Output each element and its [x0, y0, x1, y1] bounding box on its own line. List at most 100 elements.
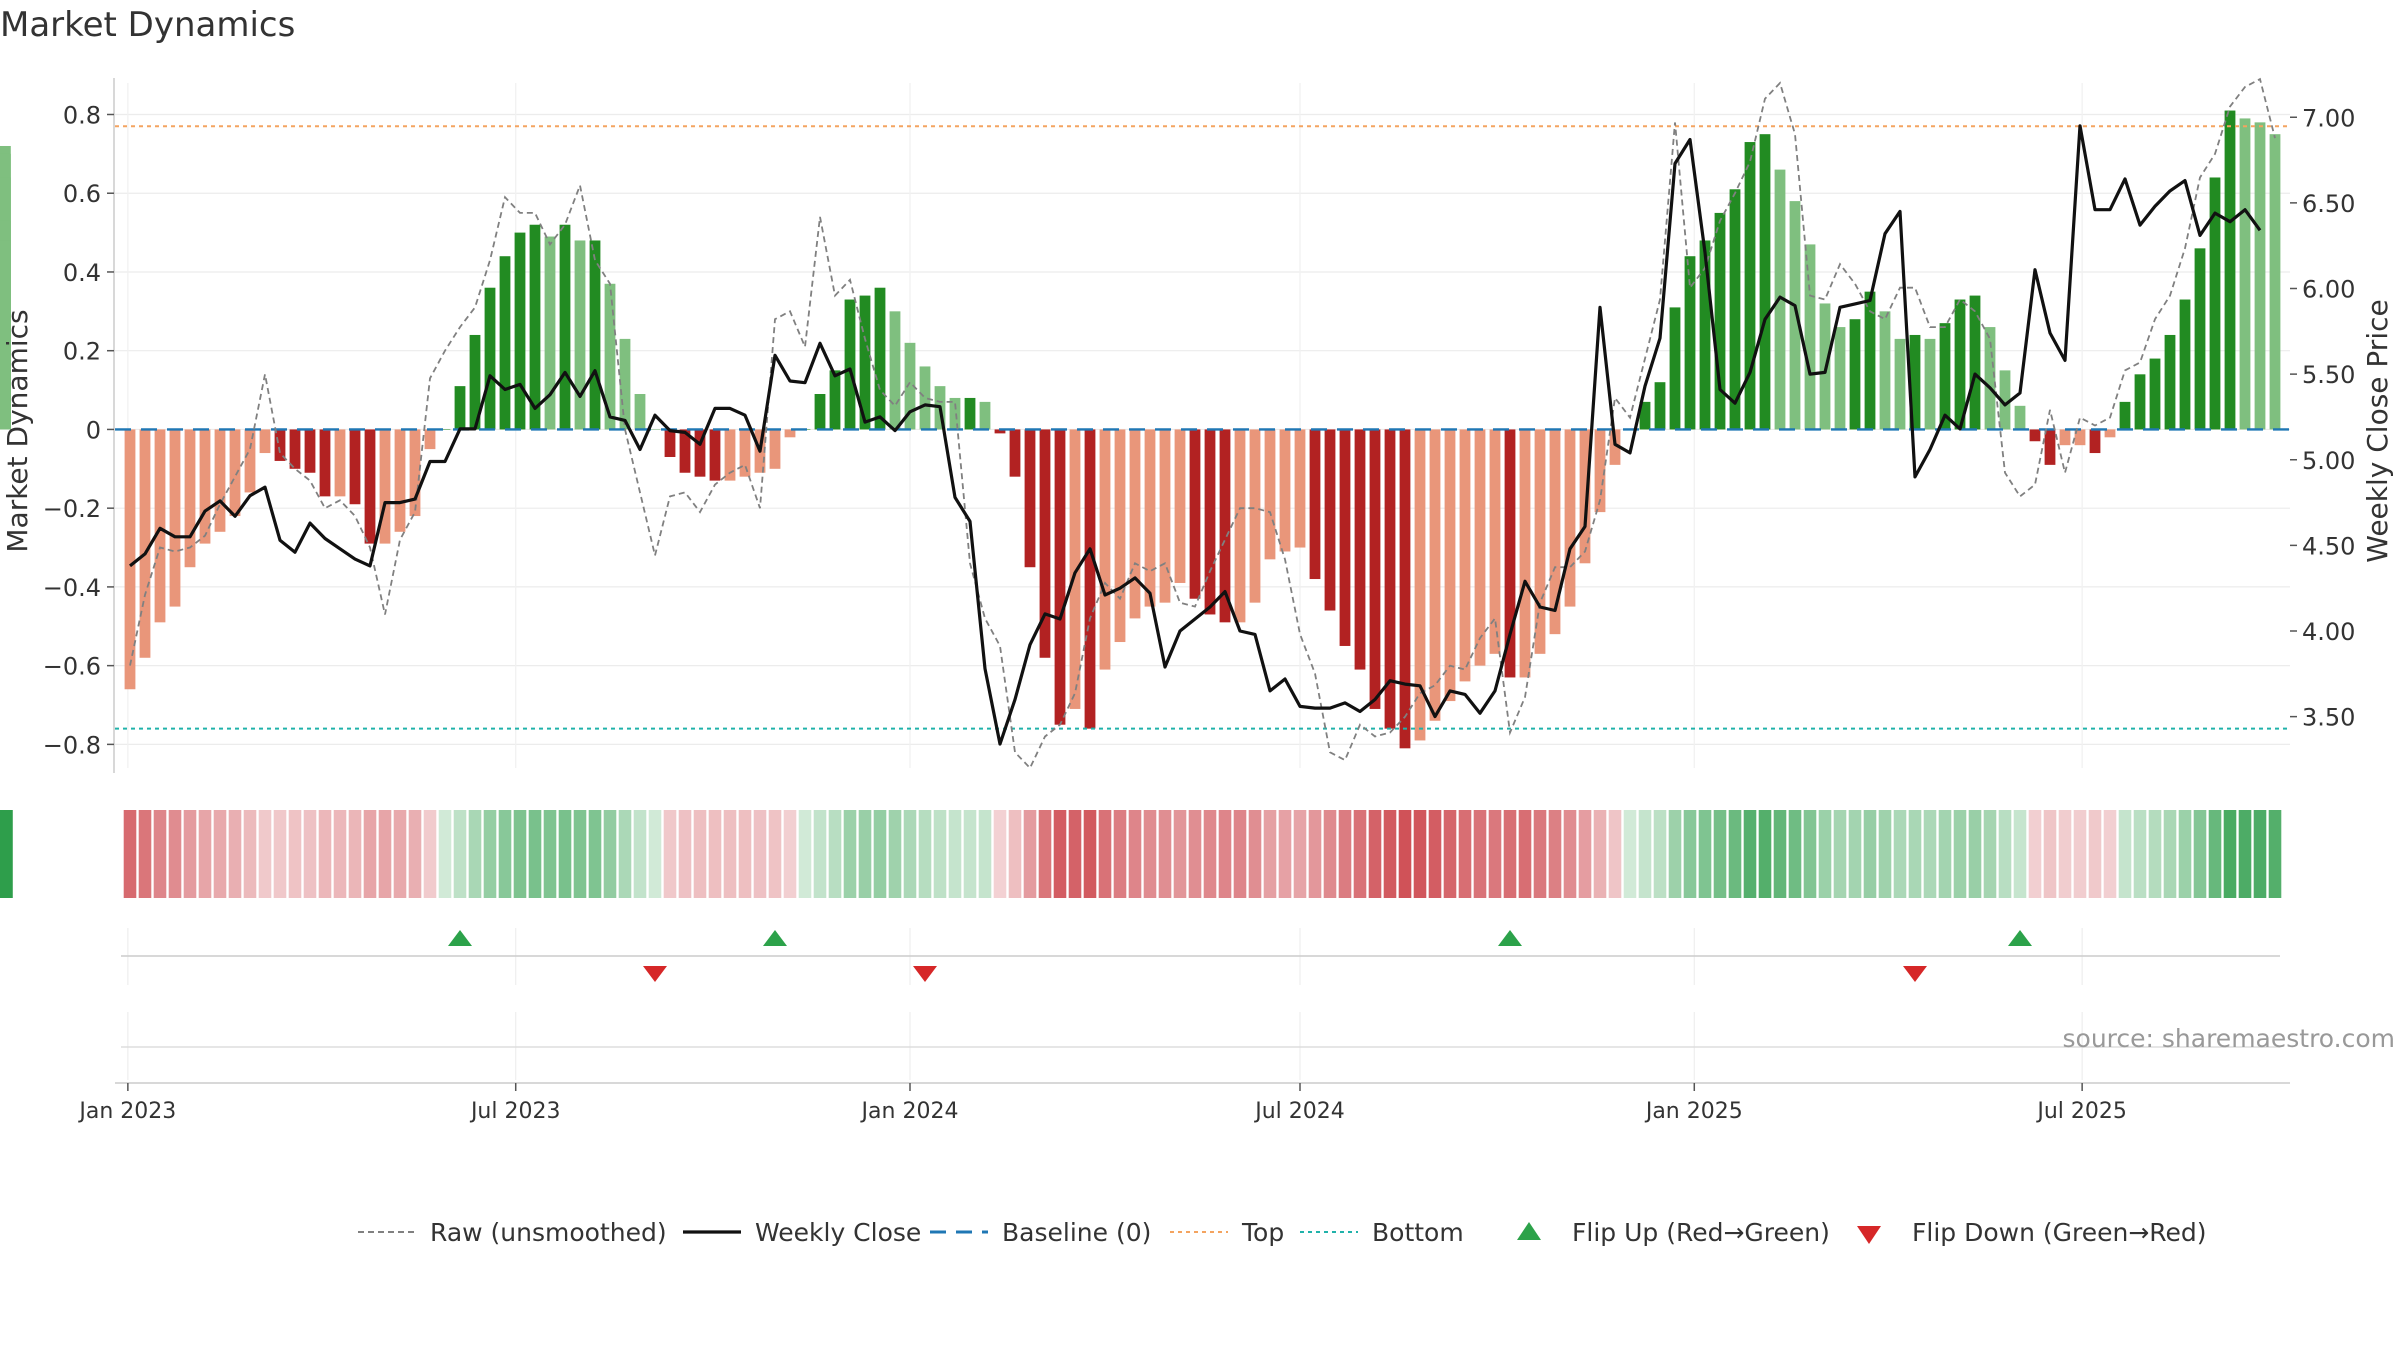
- legend-item: Weekly Close: [683, 1218, 921, 1247]
- dynamics-bar: [2119, 401, 2131, 430]
- dynamics-bar: [1249, 429, 1261, 603]
- dynamics-bar: [2149, 358, 2161, 430]
- regime-strip-cell: [558, 810, 572, 898]
- dynamics-bar: [1264, 429, 1276, 560]
- dynamics-bar: [2014, 405, 2026, 430]
- left-tick-label: 0: [86, 416, 101, 444]
- legend-label: Raw (unsmoothed): [430, 1218, 667, 1247]
- dynamics-bar: [304, 429, 316, 473]
- dynamics-bar: [1594, 429, 1606, 513]
- dynamics-bar: [1234, 429, 1246, 623]
- regime-strip-cell: [783, 810, 797, 898]
- x-tick-label: Jan 2023: [77, 1099, 176, 1124]
- legend: Raw (unsmoothed) Weekly Close Baseline (0)…: [358, 1218, 2207, 1247]
- regime-strip-cell: [2208, 810, 2222, 898]
- dynamics-bar: [1849, 319, 1861, 430]
- dynamics-bar: [2089, 429, 2101, 454]
- dynamics-bar: [679, 429, 691, 473]
- regime-strip-cell: [828, 810, 842, 898]
- legend-swatch-flip-up: [1517, 1222, 1541, 1240]
- dynamics-bar: [1429, 429, 1441, 721]
- dynamics-bar: [1984, 327, 1996, 430]
- legend-label: Baseline (0): [1002, 1218, 1151, 1247]
- legend-item: Baseline (0): [930, 1218, 1151, 1247]
- regime-strip-cell: [753, 810, 767, 898]
- regime-strip-cell: [423, 810, 437, 898]
- legend-item: Top: [1170, 1218, 1284, 1247]
- dynamics-bar: [2194, 248, 2206, 430]
- regime-strip-cell: [1878, 810, 1892, 898]
- dynamics-bar: [154, 429, 166, 623]
- regime-strip-cell: [168, 810, 182, 898]
- dynamics-bar: [1369, 429, 1381, 709]
- dynamics-bar: [2209, 177, 2221, 430]
- dynamics-bar: [454, 386, 466, 430]
- regime-strip-cell: [1413, 810, 1427, 898]
- dynamics-bar: [1024, 429, 1036, 568]
- dynamics-bar: [1759, 134, 1771, 430]
- dynamics-bar: [424, 429, 436, 450]
- dynamics-bar: [1384, 429, 1396, 729]
- dynamics-bar: [709, 429, 721, 481]
- regime-strip-cell: [273, 810, 287, 898]
- dynamics-bar: [124, 429, 136, 690]
- dynamics-bar: [229, 429, 241, 517]
- right-tick-label: 3.50: [2302, 704, 2355, 732]
- dynamics-bar: [2254, 122, 2266, 430]
- regime-strip-cell: [963, 810, 977, 898]
- dynamics-bar: [2044, 429, 2056, 465]
- regime-strip-cell: [1083, 810, 1097, 898]
- dynamics-bar: [469, 334, 481, 430]
- regime-strip-cell: [378, 810, 392, 898]
- regime-strip-cell: [1563, 810, 1577, 898]
- regime-strip-cell: [2028, 810, 2042, 898]
- dynamics-bar: [949, 397, 961, 430]
- regime-strip-cell: [1683, 810, 1697, 898]
- regime-strip-cell: [1728, 810, 1742, 898]
- dynamics-bar: [1669, 307, 1681, 430]
- dynamics-bar: [1009, 429, 1021, 477]
- regime-strip-cell: [348, 810, 362, 898]
- dynamics-bar: [1444, 429, 1456, 702]
- regime-strip-cell: [738, 810, 752, 898]
- left-tick-label: 0.8: [63, 101, 101, 129]
- regime-strip-cell: [663, 810, 677, 898]
- dynamics-bar: [694, 429, 706, 477]
- dynamics-bar: [1399, 429, 1411, 749]
- dynamics-bar: [1804, 244, 1816, 430]
- regime-strip-cell: [153, 810, 167, 898]
- dynamics-bar: [994, 429, 1006, 434]
- regime-strip-cell: [318, 810, 332, 898]
- dynamics-bar: [1354, 429, 1366, 670]
- regime-strip-cell: [198, 810, 212, 898]
- chart-title: Market Dynamics: [0, 5, 295, 45]
- regime-strip-cell: [2178, 810, 2192, 898]
- regime-strip-cell: [1743, 810, 1757, 898]
- regime-strip-cell: [1953, 810, 1967, 898]
- left-tick-label: −0.2: [43, 495, 101, 523]
- regime-strip-cell: [363, 810, 377, 898]
- dynamics-bar: [1639, 401, 1651, 430]
- dynamics-bar: [1414, 429, 1426, 741]
- dynamics-bar: [199, 429, 211, 544]
- dynamics-bar: [1339, 429, 1351, 646]
- dynamics-bar: [1939, 323, 1951, 430]
- flip-up-marker: [1498, 930, 1522, 946]
- dynamics-bar: [874, 287, 886, 430]
- legend-item: Flip Up (Red→Green): [1517, 1218, 1830, 1247]
- legend-item: Bottom: [1300, 1218, 1464, 1247]
- dynamics-bar: [769, 429, 781, 469]
- regime-strip-cell: [918, 810, 932, 898]
- left-tick-label: −0.6: [43, 653, 101, 681]
- regime-strip-cell: [183, 810, 197, 898]
- regime-strip-cell: [1893, 810, 1907, 898]
- dynamics-bar: [1789, 201, 1801, 430]
- regime-strip-cell: [798, 810, 812, 898]
- dynamics-bar: [2179, 299, 2191, 430]
- flip-up-marker: [2008, 930, 2032, 946]
- regime-strip-cell: [1248, 810, 1262, 898]
- regime-strip-cell: [1443, 810, 1457, 898]
- regime-strip-cell: [1608, 810, 1622, 898]
- dynamics-bar: [1099, 429, 1111, 670]
- dynamics-bar: [1879, 311, 1891, 430]
